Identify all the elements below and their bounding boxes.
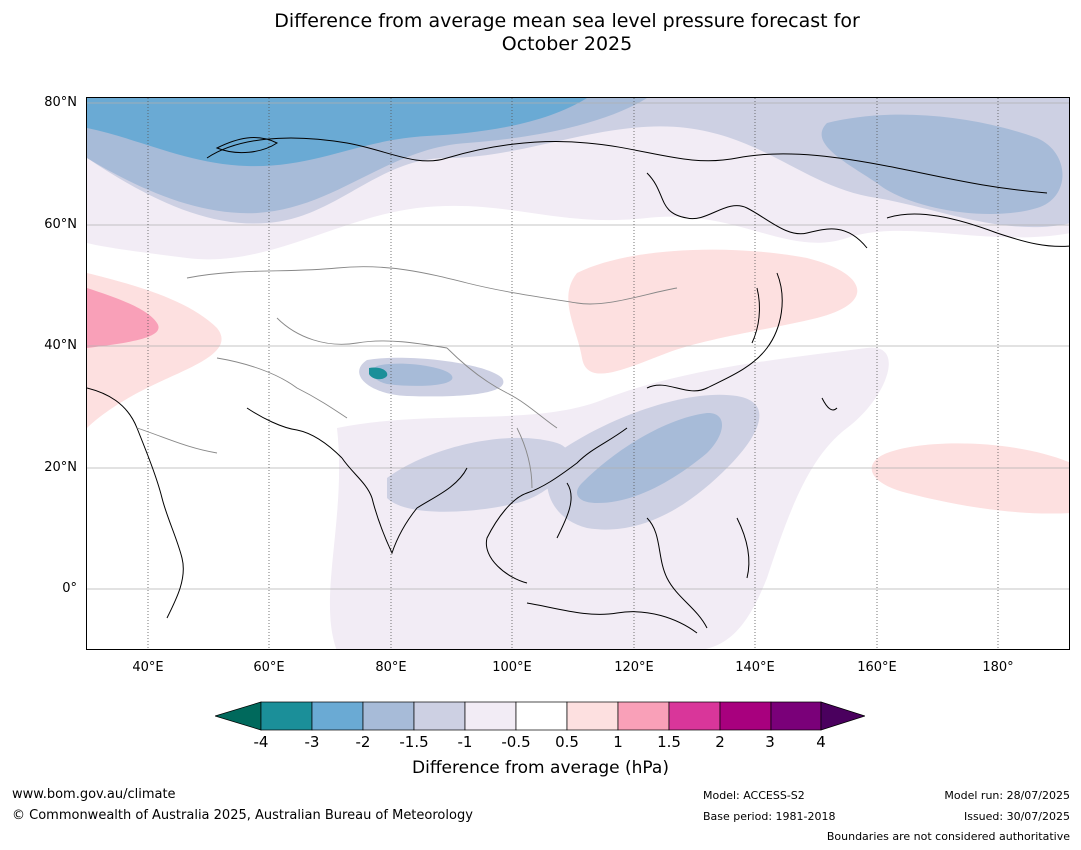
colorbar-bin-11 — [770, 701, 822, 731]
colorbar-bin-4 — [413, 701, 466, 731]
lon-label-40e: 40°E — [132, 660, 164, 675]
footer-issued: Issued: 30/07/2025 — [963, 810, 1070, 823]
lat-label-0: 0° — [62, 581, 77, 596]
footer-copyright: © Commonwealth of Australia 2025, Austra… — [12, 808, 473, 823]
colorbar-tick-minus2: -2 — [355, 733, 371, 751]
country-boundaries — [136, 266, 678, 489]
colorbar-bin-2 — [311, 701, 364, 731]
lon-label-100e: 100°E — [492, 660, 532, 675]
lat-label-80n: 80°N — [44, 95, 77, 110]
lon-label-80e: 80°E — [375, 660, 407, 675]
footer-model: Model: ACCESS-S2 — [703, 789, 805, 802]
lon-label-120e: 120°E — [614, 660, 654, 675]
footer-disclaimer: Boundaries are not considered authoritat… — [826, 830, 1070, 843]
lon-label-160e: 160°E — [857, 660, 897, 675]
anomaly-region-himalaya-teal — [369, 367, 388, 380]
anomaly-region-north-darkblue — [87, 98, 587, 167]
anomaly-region-ne-blue — [821, 114, 1063, 214]
footer-url[interactable]: www.bom.gov.au/climate — [12, 787, 176, 802]
colorbar-tick-1-5: 1.5 — [657, 733, 681, 751]
lat-label-20n: 20°N — [44, 460, 77, 475]
colorbar-tick-minus0-5: -0.5 — [501, 733, 531, 751]
anomaly-region-himalaya-blue — [371, 363, 453, 386]
anomaly-region-east-asia-pink — [568, 249, 858, 374]
colorbar-tick-minus4: -4 — [253, 733, 269, 751]
colorbar-tick-2: 2 — [715, 733, 725, 751]
colorbar-bin-8 — [617, 701, 670, 731]
anomaly-region-west-pink — [87, 288, 159, 348]
title-line-2: October 2025 — [501, 33, 633, 55]
colorbar-bin-10 — [719, 701, 772, 731]
lat-label-60n: 60°N — [44, 217, 77, 232]
map-svg — [87, 98, 1069, 649]
colorbar-label: Difference from average (hPa) — [412, 758, 669, 778]
colorbar-bin-7 — [566, 701, 619, 731]
lon-label-60e: 60°E — [253, 660, 285, 675]
colorbar — [215, 701, 865, 731]
colorbar-above-max — [820, 701, 865, 731]
colorbar-bin-9 — [668, 701, 721, 731]
longitude-gridlines — [147, 98, 999, 649]
colorbar-tick-minus3: -3 — [304, 733, 320, 751]
coastlines — [87, 137, 1069, 634]
lon-label-140e: 140°E — [735, 660, 775, 675]
colorbar-tick-3: 3 — [765, 733, 775, 751]
lon-label-180: 180° — [982, 660, 1014, 675]
anomaly-region-pacific-pink — [871, 443, 1069, 514]
footer-base-period: Base period: 1981-2018 — [703, 810, 836, 823]
colorbar-bin-5 — [464, 701, 517, 731]
colorbar-below-min — [215, 701, 262, 731]
colorbar-tick-1: 1 — [613, 733, 623, 751]
colorbar-bin-1 — [260, 701, 313, 731]
colorbar-tick-minus1: -1 — [457, 733, 473, 751]
lat-label-40n: 40°N — [44, 338, 77, 353]
anomaly-region-pacific-blue — [577, 412, 722, 503]
title-line-1: Difference from average mean sea level p… — [274, 10, 860, 32]
colorbar-tick-minus1-5: -1.5 — [399, 733, 429, 751]
anomaly-region-sea-mid — [387, 437, 570, 512]
colorbar-bin-3 — [362, 701, 415, 731]
colorbar-bin-6 — [515, 701, 568, 731]
colorbar-tick-0-5: 0.5 — [555, 733, 579, 751]
pressure-anomaly-map — [86, 97, 1070, 650]
colorbar-tick-4: 4 — [816, 733, 826, 751]
map-title: Difference from average mean sea level p… — [0, 10, 1081, 56]
latitude-gridlines — [87, 102, 1069, 590]
footer-model-run: Model run: 28/07/2025 — [944, 789, 1070, 802]
